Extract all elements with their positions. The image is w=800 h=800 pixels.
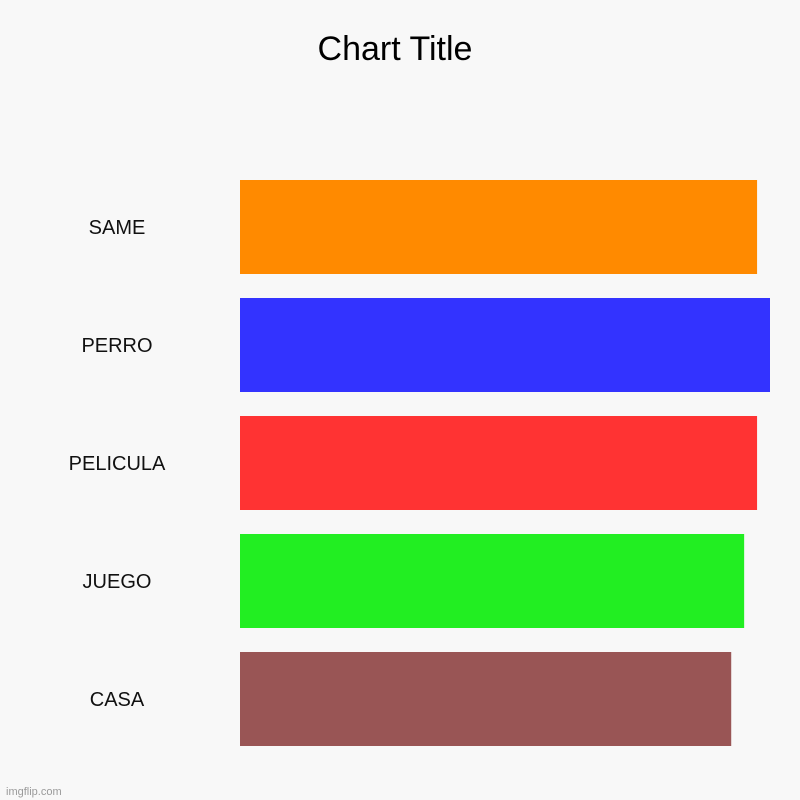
watermark-text: imgflip.com (6, 786, 62, 798)
bar-same (240, 180, 758, 274)
chart-title: Chart Title (318, 30, 473, 68)
category-label-casa: CASA (90, 689, 145, 711)
category-labels-group: SAME PERRO PELICULA JUEGO CASA (69, 217, 166, 711)
bar-casa (240, 652, 732, 746)
category-label-perro: PERRO (81, 335, 152, 357)
category-label-pelicula: PELICULA (69, 453, 166, 475)
bar-perro (240, 298, 770, 392)
bar-juego (240, 534, 745, 628)
bars-group (240, 180, 770, 746)
category-label-same: SAME (89, 217, 146, 239)
bar-pelicula (240, 416, 758, 510)
category-label-juego: JUEGO (83, 571, 152, 593)
